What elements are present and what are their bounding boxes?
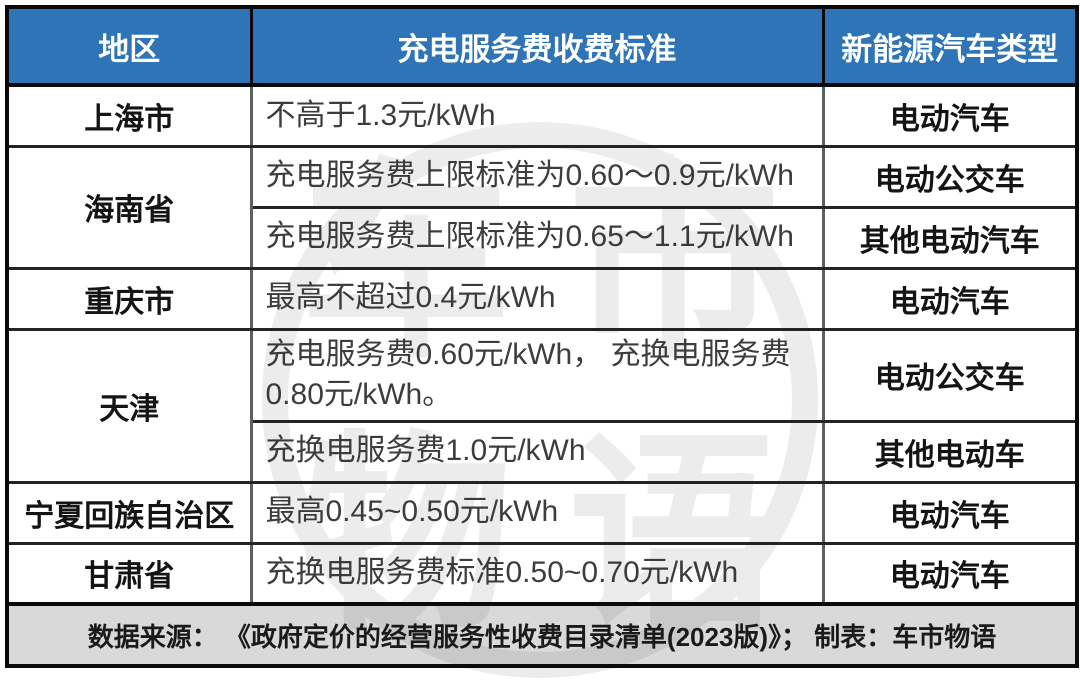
standard-cell: 充电服务费上限标准为0.60～0.9元/kWh <box>249 144 825 209</box>
type-cell: 电动公交车 <box>821 327 1079 423</box>
table-row-tianjin-2: 充换电服务费1.0元/kWh 其他电动车 <box>7 419 1079 484</box>
type-cell: 其他电动汽车 <box>821 205 1079 270</box>
type-cell: 电动汽车 <box>821 480 1079 545</box>
region-cell: 宁夏回族自治区 <box>5 480 253 545</box>
standard-cell: 充电服务费0.60元/kWh， 充换电服务费 0.80元/kWh。 <box>249 327 825 423</box>
table-row-ningxia: 宁夏回族自治区 最高0.45~0.50元/kWh 电动汽车 <box>5 480 1079 545</box>
region-cell: 海南省 <box>5 144 253 270</box>
type-cell: 其他电动车 <box>821 419 1079 484</box>
table-row-shanghai: 上海市 不高于1.3元/kWh 电动汽车 <box>5 83 1079 148</box>
source-note-row: 数据来源： 《政府定价的经营服务性收费目录清单(2023版)》； 制表：车市物语 <box>5 602 1079 668</box>
standard-cell: 不高于1.3元/kWh <box>249 83 825 148</box>
type-cell: 电动公交车 <box>821 144 1079 209</box>
charging-fee-table: 地区 充电服务费收费标准 新能源汽车类型 上海市 不高于1.3元/kWh 电动汽… <box>5 5 1079 668</box>
header-region: 地区 <box>5 5 253 87</box>
region-cell: 天津 <box>5 327 253 484</box>
region-cell: 重庆市 <box>5 266 253 331</box>
table-row-gansu: 甘肃省 充换电服务费标准0.50~0.70元/kWh 电动汽车 <box>5 541 1079 606</box>
source-note: 数据来源： 《政府定价的经营服务性收费目录清单(2023版)》； 制表：车市物语 <box>5 602 1079 668</box>
header-standard: 充电服务费收费标准 <box>249 5 825 87</box>
standard-cell: 最高0.45~0.50元/kWh <box>249 480 825 545</box>
table-header: 地区 充电服务费收费标准 新能源汽车类型 <box>5 5 1079 87</box>
table-row-chongqing: 重庆市 最高不超过0.4元/kWh 电动汽车 <box>5 266 1079 331</box>
type-cell: 电动汽车 <box>821 266 1079 331</box>
standard-cell: 最高不超过0.4元/kWh <box>249 266 825 331</box>
region-cell: 甘肃省 <box>5 541 253 606</box>
table-row-tianjin-1: 天津 充电服务费0.60元/kWh， 充换电服务费 0.80元/kWh。 电动公… <box>5 327 1079 484</box>
table-row-hainan-1: 海南省 充电服务费上限标准为0.60～0.9元/kWh 电动公交车 <box>5 144 1079 270</box>
standard-cell: 充电服务费上限标准为0.65～1.1元/kWh <box>249 205 825 270</box>
standard-cell: 充换电服务费1.0元/kWh <box>249 419 825 484</box>
type-cell: 电动汽车 <box>821 541 1079 606</box>
region-cell: 上海市 <box>5 83 253 148</box>
standard-cell: 充换电服务费标准0.50~0.70元/kWh <box>249 541 825 606</box>
type-cell: 电动汽车 <box>821 83 1079 148</box>
table-row-hainan-2: 充电服务费上限标准为0.65～1.1元/kWh 其他电动汽车 <box>7 205 1079 270</box>
header-vehicle-type: 新能源汽车类型 <box>821 5 1079 87</box>
header-row: 地区 充电服务费收费标准 新能源汽车类型 <box>5 5 1079 87</box>
